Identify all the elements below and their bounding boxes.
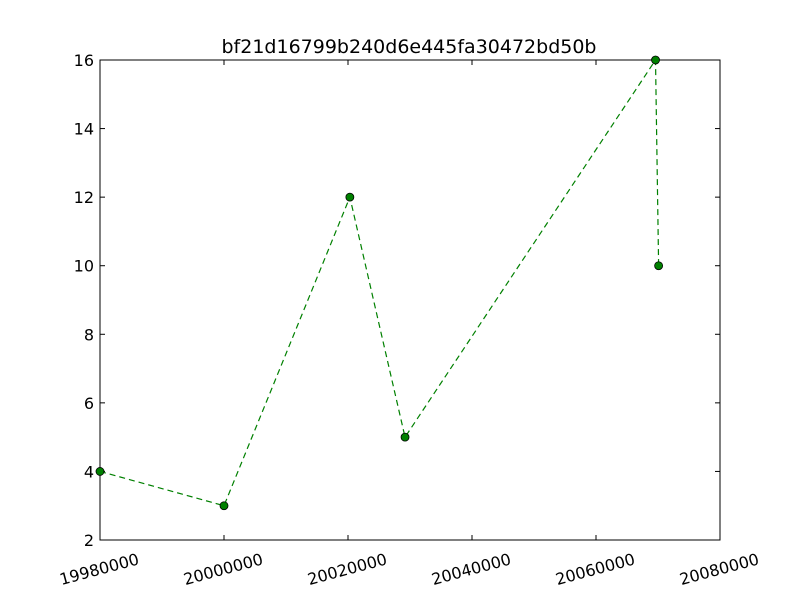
y-tick-label: 14 [74,120,94,139]
data-point [651,55,660,65]
y-tick-label: 4 [84,462,94,481]
y-tick-label: 6 [84,394,94,413]
chart-title: bf21d16799b240d6e445fa30472bd50b [222,36,597,58]
data-point [345,192,355,202]
y-axis: 2 4 6 8 10 12 14 16 [74,51,720,550]
series-layer [95,55,664,511]
data-point [400,432,410,442]
data-point [654,261,664,271]
y-tick-label: 12 [74,188,94,207]
y-tick-label: 8 [84,325,94,344]
y-tick-label: 2 [84,531,94,550]
y-tick-label: 16 [74,51,94,70]
data-point [219,501,229,511]
data-point [95,467,105,476]
plot-area [99,59,721,541]
y-tick-label: 10 [74,257,94,276]
series-line [99,58,660,507]
